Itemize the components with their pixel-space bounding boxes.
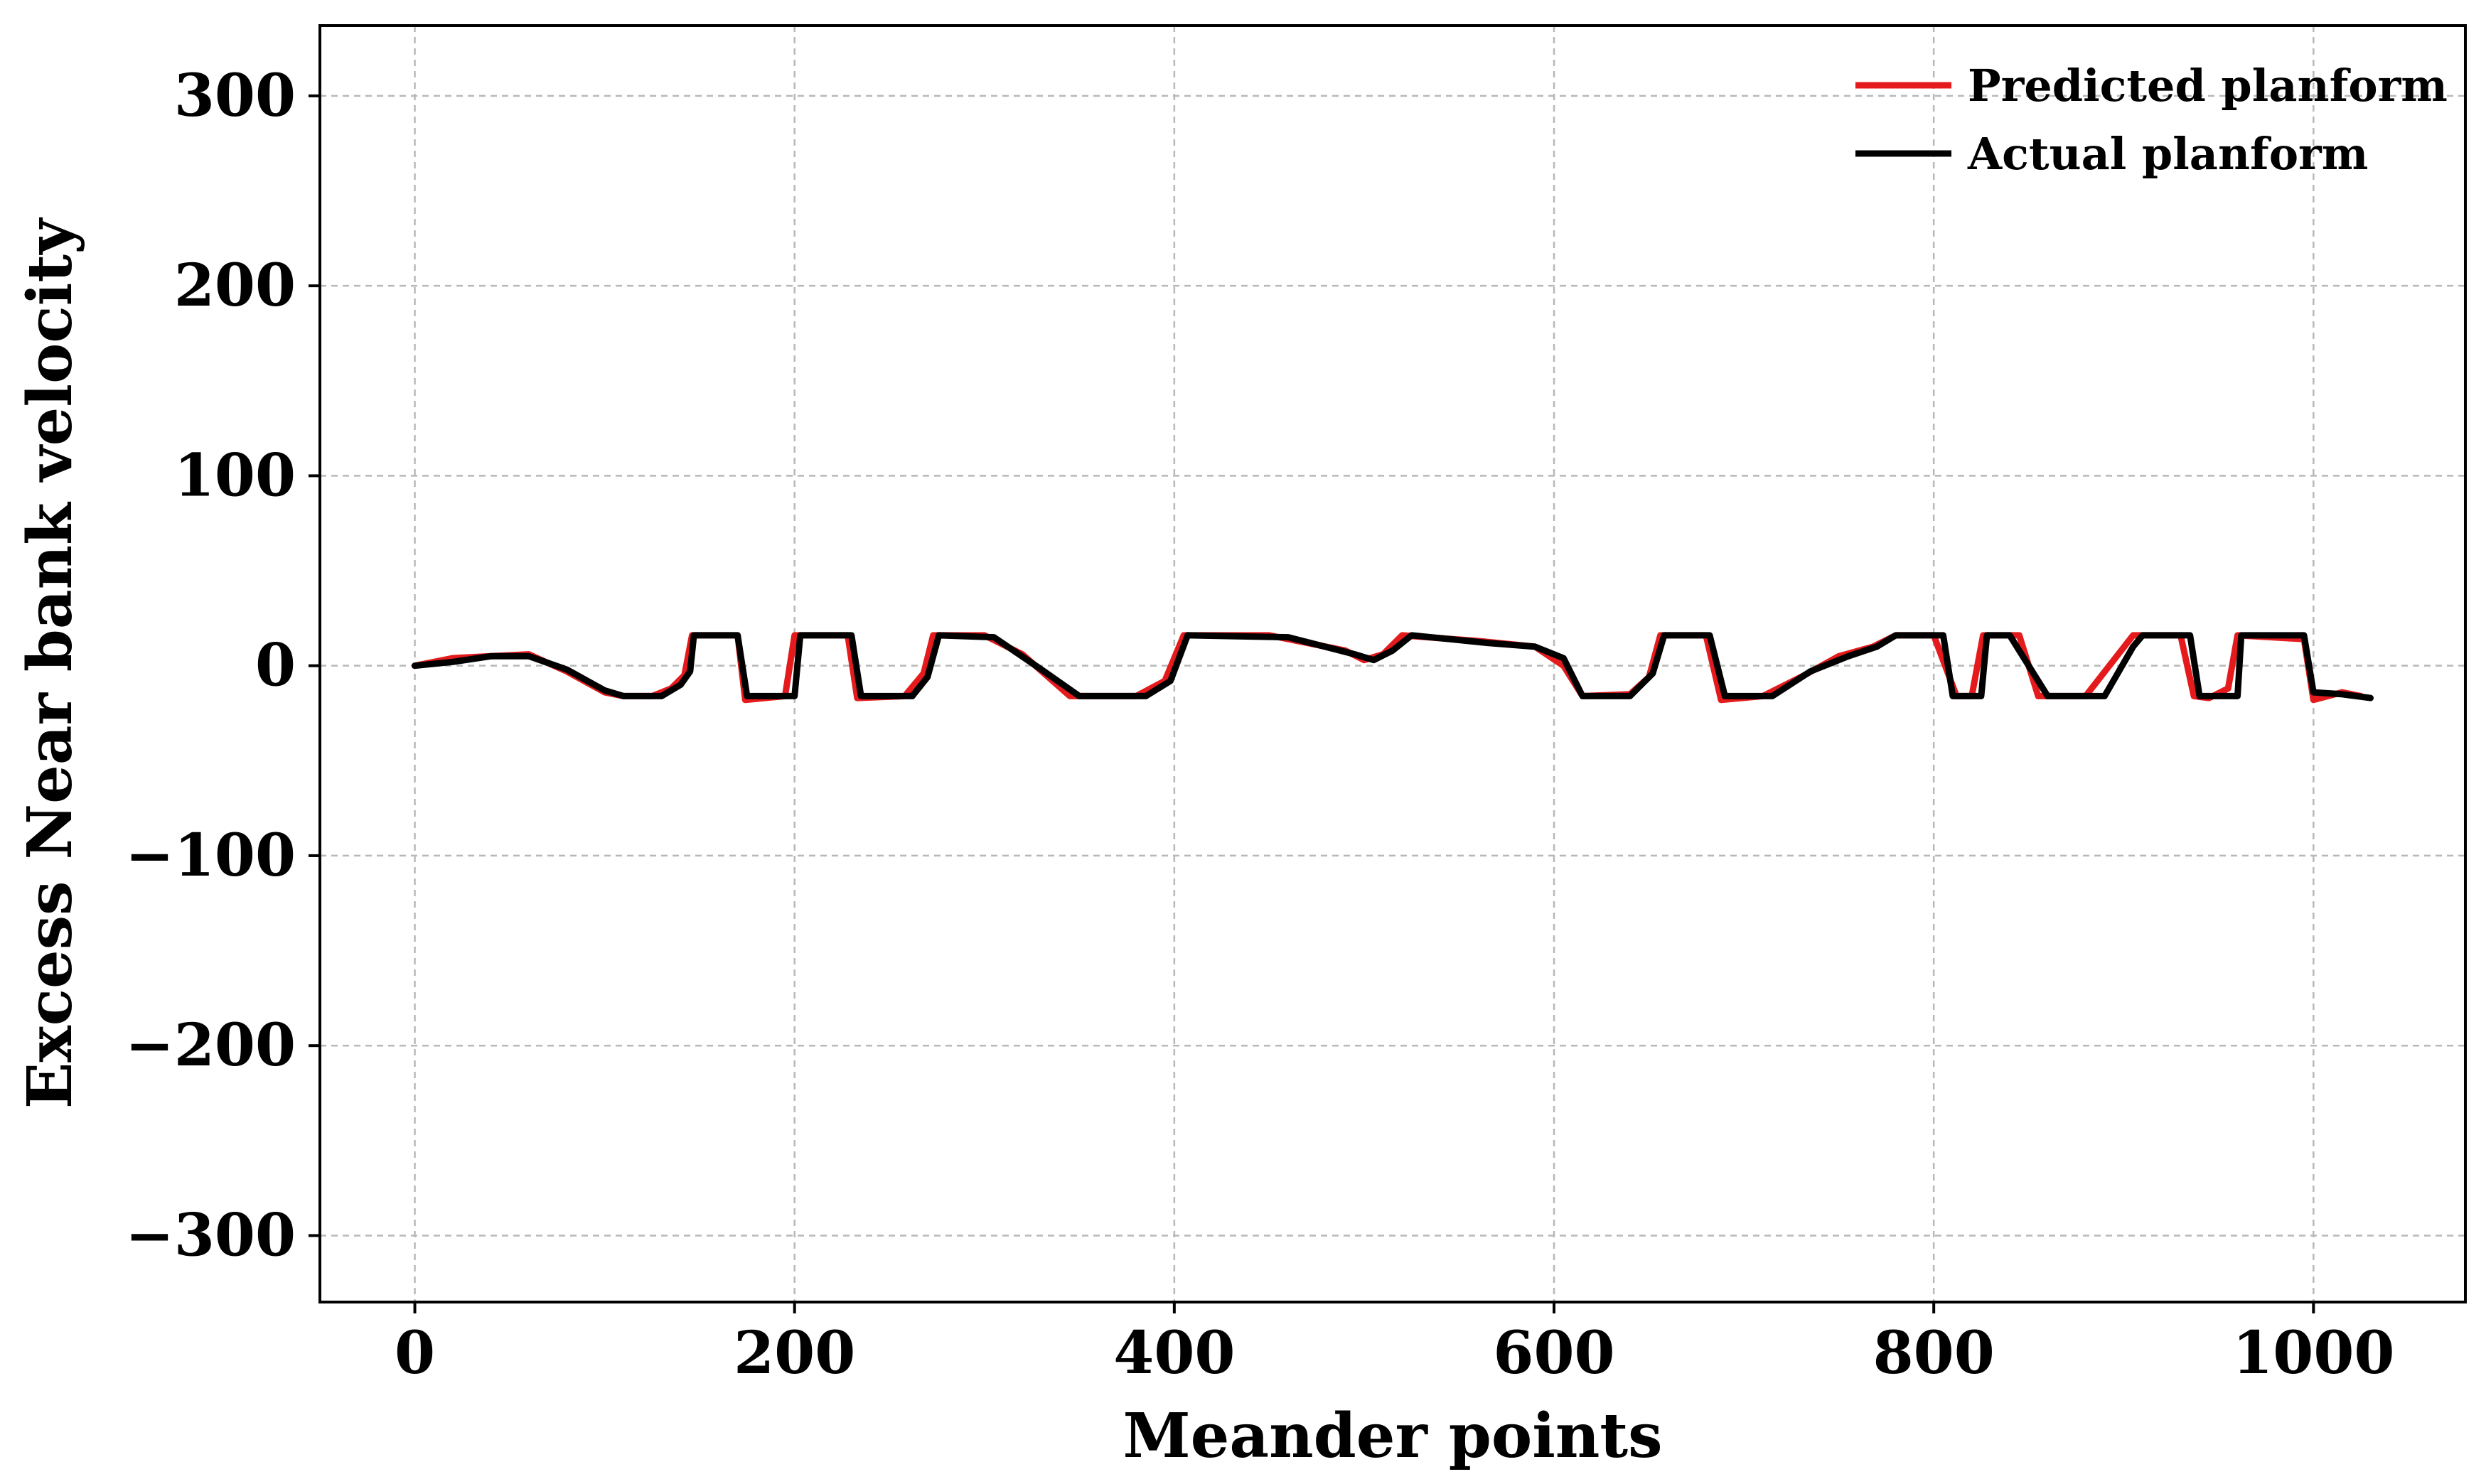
x-tick-label: 200: [734, 1319, 855, 1387]
y-tick-label: 200: [174, 252, 296, 320]
legend: Predicted planform Actual planform: [1855, 60, 2448, 180]
y-tick-label: 300: [174, 62, 296, 130]
plot-frame: [318, 24, 2467, 1303]
x-tick-label: 0: [395, 1319, 435, 1387]
y-tick-label: −100: [125, 822, 296, 890]
y-tick-label: 0: [255, 632, 296, 700]
plot-series: [412, 632, 2374, 704]
x-axis-title: Meander points: [1123, 1400, 1662, 1472]
series-line-predicted: [412, 632, 2364, 704]
series-line-actual: [412, 632, 2374, 701]
y-axis-title: Excess Near bank velocity: [14, 217, 86, 1109]
legend-label-actual: Actual planform: [1967, 128, 2368, 180]
y-tick-label: −300: [125, 1201, 296, 1269]
legend-label-predicted: Predicted planform: [1968, 60, 2448, 112]
x-tick-label: 800: [1873, 1319, 1995, 1387]
x-tick-label: 600: [1493, 1319, 1614, 1387]
y-tick-label: −200: [125, 1011, 296, 1080]
y-tick-label: 100: [174, 441, 296, 510]
x-tick-label: 400: [1113, 1319, 1235, 1387]
x-tick-label: 1000: [2232, 1319, 2394, 1387]
grid: [320, 26, 2465, 1302]
